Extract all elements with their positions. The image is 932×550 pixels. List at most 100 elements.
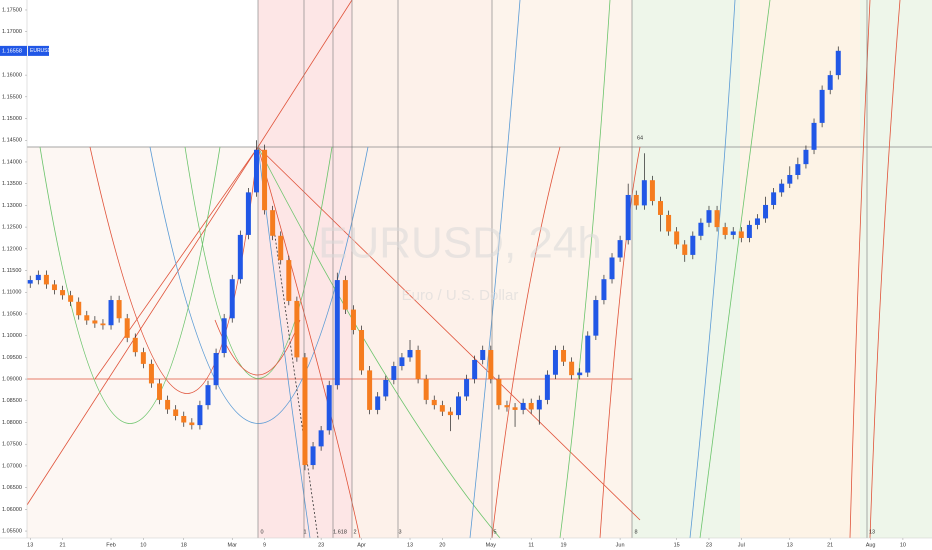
candle-body: [294, 300, 300, 358]
candle-body: [536, 399, 542, 410]
candle-body: [464, 379, 470, 397]
x-tick-label: May: [486, 542, 497, 548]
candle-body: [157, 383, 163, 400]
candle-body: [27, 280, 33, 284]
candle-body: [359, 330, 365, 371]
y-tick-label: 1.10500: [2, 311, 22, 317]
y-tick-label: 1.06500: [2, 485, 22, 491]
cycle-label: 13: [869, 529, 875, 535]
y-tick-label: 1.11500: [2, 268, 21, 274]
candle-body: [350, 309, 356, 331]
arc: [869, 0, 901, 539]
arc: [257, 146, 501, 539]
candle-body: [165, 399, 171, 410]
arc: [257, 146, 361, 539]
arc: [689, 0, 736, 539]
x-tick-label: 9: [263, 542, 266, 548]
candle-body: [278, 235, 284, 261]
candle-body: [60, 290, 66, 296]
candle-body: [561, 349, 567, 362]
x-tick-label: 13: [27, 542, 33, 548]
cycle-label: 3: [398, 529, 401, 535]
x-tick-label: 23: [706, 542, 712, 548]
candle-body: [528, 402, 534, 410]
candle-body: [108, 300, 114, 326]
candle-body: [229, 279, 235, 319]
candle-body: [641, 180, 647, 206]
candle-body: [552, 349, 558, 375]
candle-body: [407, 349, 413, 358]
candle-body: [51, 284, 57, 291]
cycle-label: 0: [260, 529, 263, 535]
candle-body: [245, 192, 251, 235]
candle-body: [472, 359, 478, 380]
candle-body: [819, 89, 825, 123]
y-tick-label: 1.17000: [2, 29, 22, 35]
candle-body: [625, 194, 631, 241]
candle-body: [609, 257, 615, 280]
x-tick-label: Aug: [866, 542, 876, 548]
candle-body: [76, 301, 82, 316]
candle-body: [520, 402, 526, 410]
candle-body: [512, 407, 518, 410]
zone: [492, 0, 632, 538]
candle-body: [375, 396, 381, 410]
candle-body: [310, 446, 316, 466]
cycle-label: 1: [303, 529, 306, 535]
candle-body: [302, 357, 308, 466]
y-tick-label: 1.12000: [2, 246, 22, 252]
candle-body: [827, 75, 833, 90]
y-tick-label: 1.14000: [2, 159, 22, 165]
time-axis: [0, 538, 932, 550]
candle-body: [431, 399, 437, 406]
y-tick-label: 1.17500: [2, 7, 22, 13]
candle-body: [577, 372, 583, 376]
candle-body: [383, 379, 389, 397]
arc: [559, 0, 611, 539]
candle-body: [399, 357, 405, 367]
x-tick-label: Jun: [616, 542, 625, 548]
candle-body: [633, 194, 639, 206]
y-tick-label: 1.10000: [2, 333, 22, 339]
candle-body: [714, 210, 720, 228]
y-tick-label: 1.08500: [2, 398, 22, 404]
candle-body: [253, 149, 259, 193]
y-tick-label: 1.13000: [2, 203, 22, 209]
candle-body: [706, 210, 712, 223]
x-tick-label: Jul: [738, 542, 745, 548]
candle-body: [415, 349, 421, 380]
candle-body: [763, 204, 769, 219]
y-tick-label: 1.16000: [2, 73, 22, 79]
cycle-label: 2: [353, 529, 356, 535]
candle-body: [326, 385, 332, 431]
y-tick-label: 1.15500: [2, 94, 22, 100]
arc: [469, 0, 521, 539]
candle-body: [754, 218, 760, 225]
zone: [352, 0, 492, 538]
candle-body: [738, 231, 744, 238]
background-zones: [27, 0, 932, 538]
trend-line: [94, 146, 259, 380]
trend-line: [257, 0, 353, 148]
candle-body: [730, 231, 736, 235]
candle-body: [666, 214, 672, 232]
candle-body: [439, 405, 445, 412]
cycle-label: 64: [637, 135, 643, 141]
candle-body: [771, 192, 777, 205]
candle-body: [270, 210, 276, 236]
candle-body: [787, 174, 793, 184]
candle-body: [544, 374, 550, 400]
y-tick-label: 1.13500: [2, 181, 22, 187]
candle-body: [35, 274, 41, 281]
trend-line: [26, 146, 259, 506]
candle-body: [795, 164, 801, 175]
candle-body: [189, 422, 195, 426]
x-tick-label: 11: [528, 542, 534, 548]
candle-body: [504, 405, 510, 408]
last-price-tag: [0, 45, 27, 56]
x-tick-label: 23: [318, 542, 324, 548]
candle-body: [318, 430, 324, 447]
candle-body: [585, 335, 591, 373]
cycle-label: 8: [634, 529, 637, 535]
zone: [860, 0, 932, 538]
